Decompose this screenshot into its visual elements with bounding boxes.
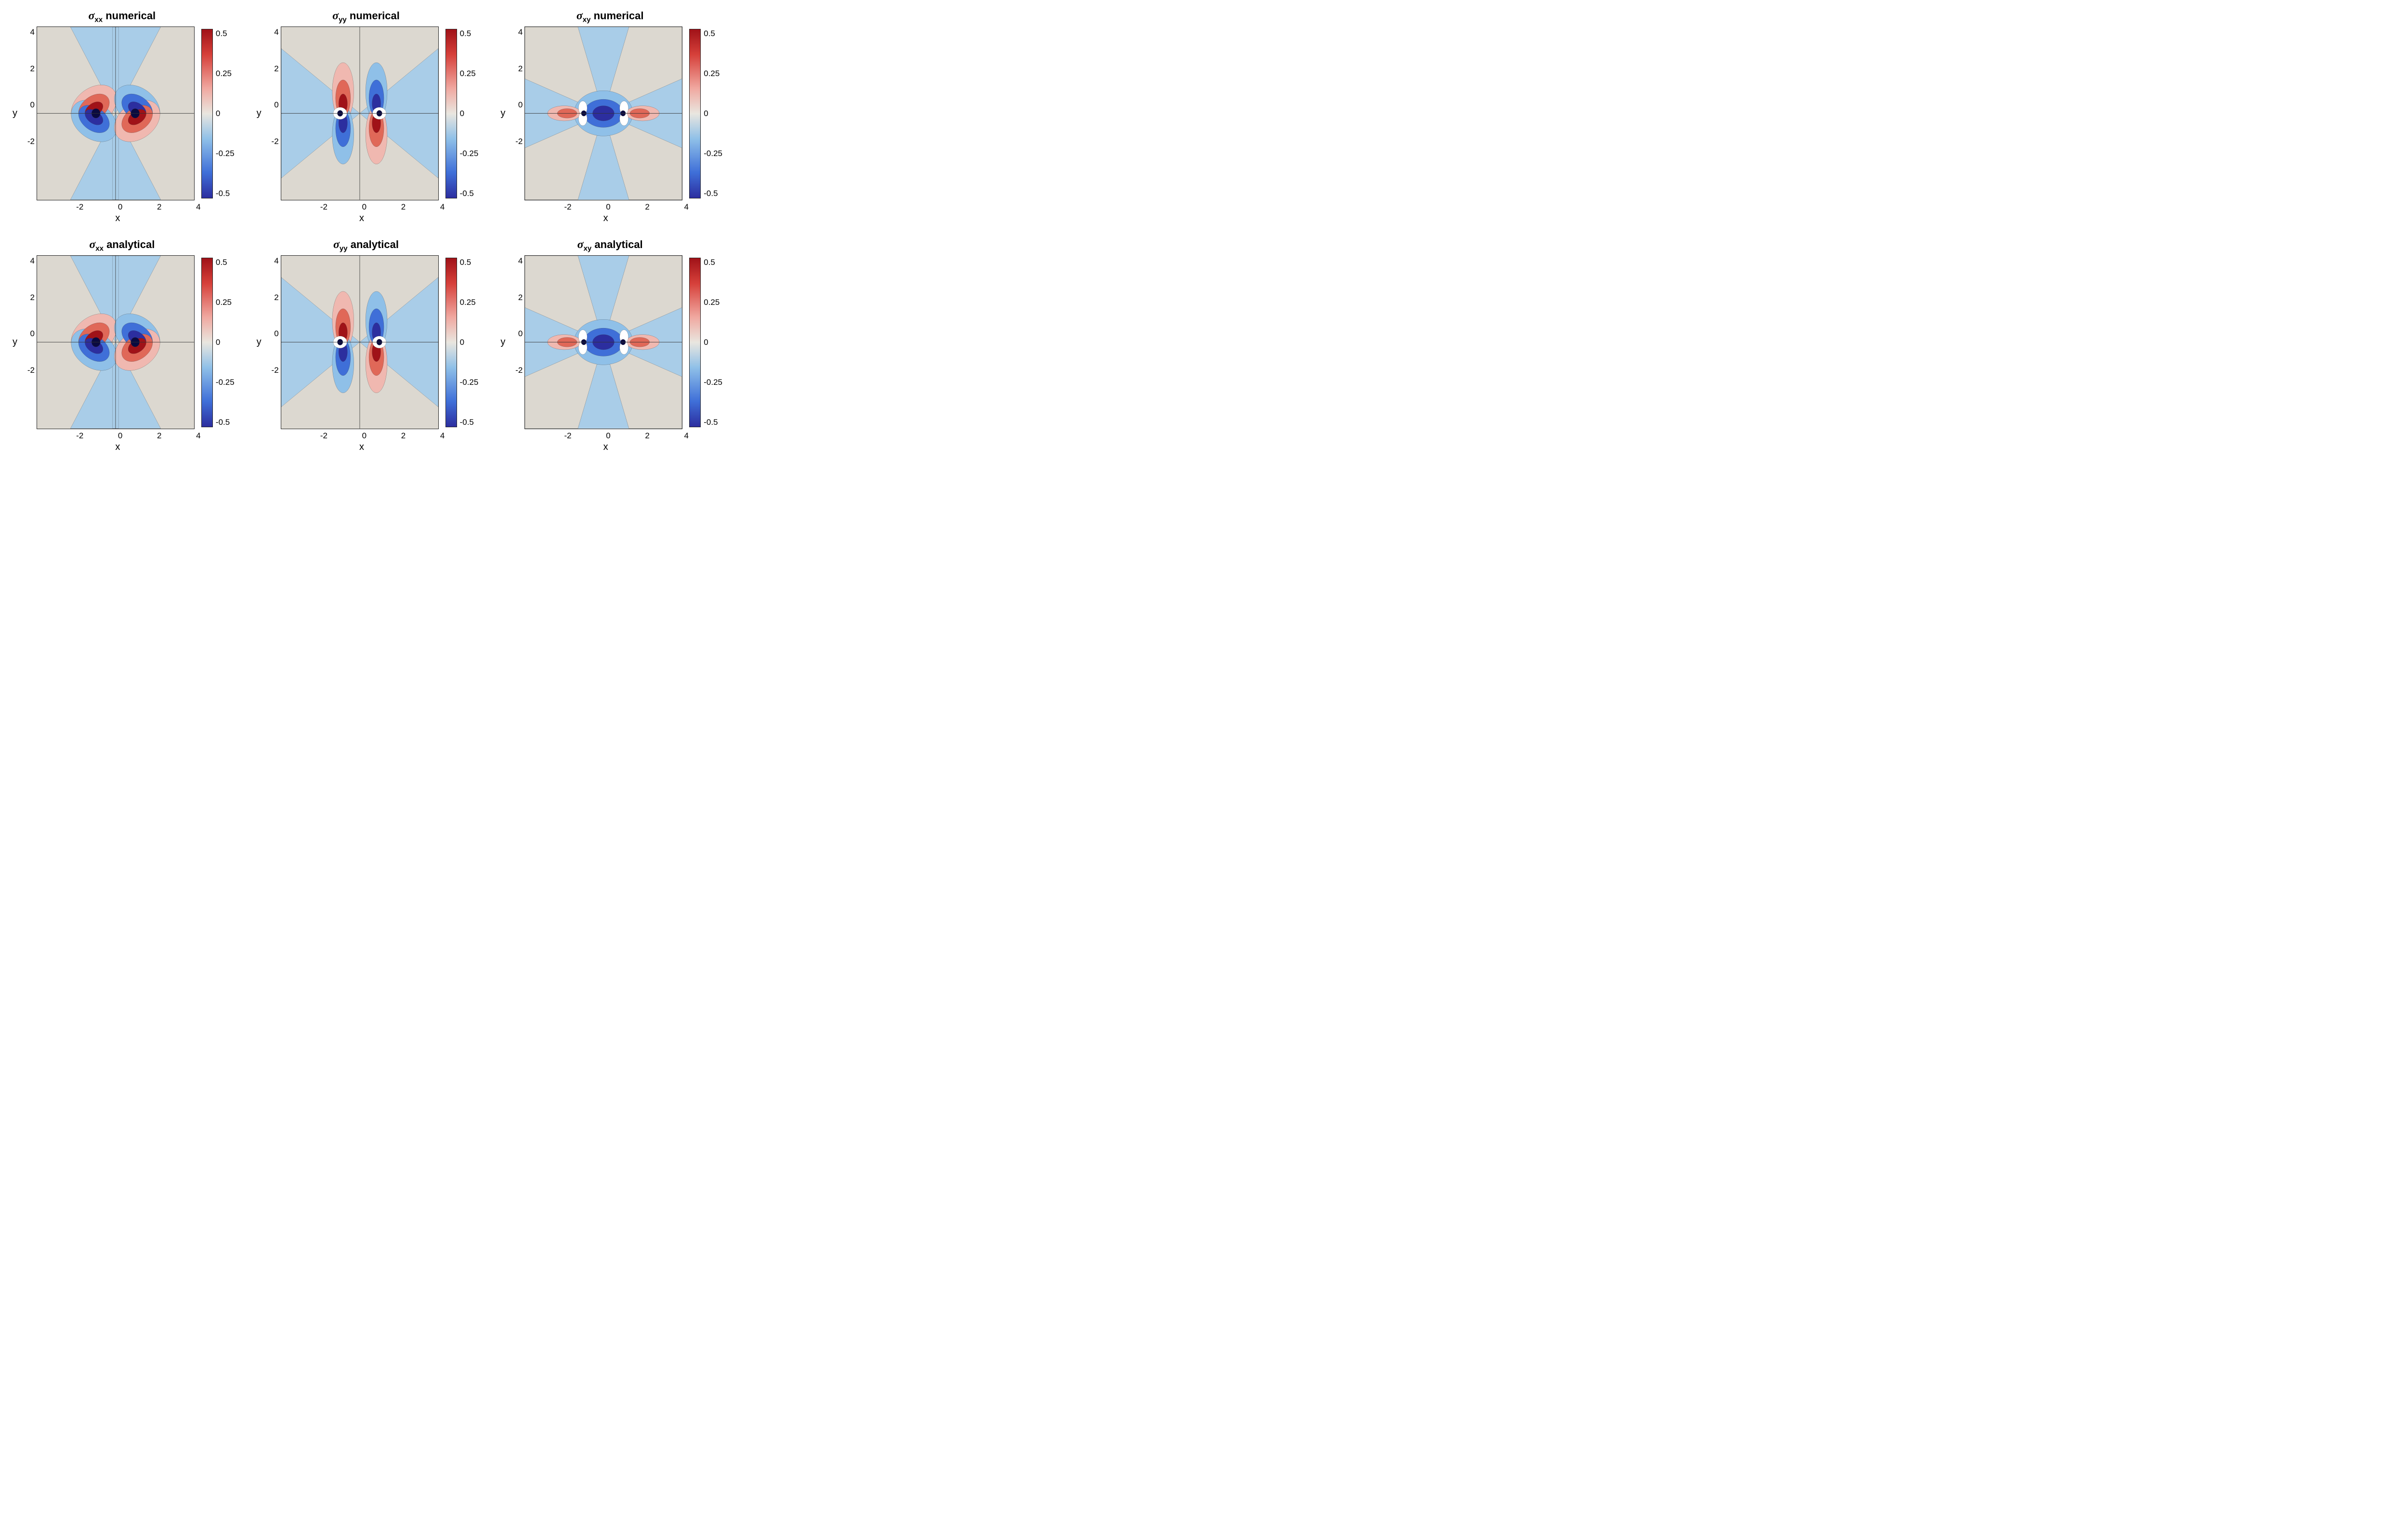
y-axis-ticks: 420-2: [20, 255, 37, 429]
panel-title: σxx analytical: [10, 238, 235, 252]
title-subscript: yy: [340, 244, 348, 252]
y-axis-ticks: 420-2: [264, 255, 281, 429]
plot-area: [281, 255, 439, 429]
title-kind: numerical: [350, 10, 400, 22]
y-axis-label: y: [254, 26, 264, 200]
y-axis-ticks: 420-2: [20, 26, 37, 200]
title-kind: numerical: [594, 10, 644, 22]
panel-xy-numerical: σxy numerical y420-2 0.50.250-0.25-0.5 -202…: [497, 10, 722, 224]
x-axis-ticks: -2024: [523, 200, 722, 212]
panel-title: σxy analytical: [497, 238, 722, 252]
title-subscript: yy: [339, 15, 347, 24]
panel-title: σxy numerical: [497, 10, 722, 24]
y-axis-ticks: 420-2: [264, 26, 281, 200]
title-kind: numerical: [105, 10, 156, 22]
colorbar-ticks: 0.50.250-0.25-0.5: [213, 258, 235, 427]
colorbar: 0.50.250-0.25-0.5: [689, 26, 722, 200]
x-axis-label: x: [523, 441, 722, 453]
figure-grid: σxx numericaly420-20.50.250-0.25-0.5-202…: [10, 10, 722, 453]
plot-area: [524, 26, 682, 200]
x-axis-ticks: -2024: [523, 429, 722, 441]
y-axis-label: y: [10, 26, 20, 200]
plot-area: [524, 255, 682, 429]
colorbar: 0.50.250-0.25-0.5: [689, 255, 722, 429]
panel-xx-numerical: σxx numerical y420-2 0.50.250-0.25-0.5 -202…: [10, 10, 235, 224]
colorbar: 0.50.250-0.25-0.5: [445, 26, 479, 200]
y-axis-label: y: [497, 26, 508, 200]
plot-area: [281, 26, 439, 200]
colorbar-ticks: 0.50.250-0.25-0.5: [457, 258, 479, 427]
x-axis-ticks: -2024: [35, 200, 235, 212]
colorbar-ticks: 0.50.250-0.25-0.5: [701, 29, 722, 198]
panel-xy-analytical: σxy analytical y420-2 0.50.250-0.25-0.5 -20…: [497, 238, 722, 453]
y-axis-label: y: [10, 255, 20, 429]
panel-yy-analytical: σyy analytical y420-2 0.50.250-0.25-0.5 -20…: [254, 238, 479, 453]
colorbar-ticks: 0.50.250-0.25-0.5: [701, 258, 722, 427]
plot-area: [37, 26, 195, 200]
y-axis-label: y: [497, 255, 508, 429]
colorbar: 0.50.250-0.25-0.5: [445, 255, 479, 429]
y-axis-ticks: 420-2: [508, 26, 524, 200]
panel-title: σxx numerical: [10, 10, 235, 24]
title-subscript: xx: [95, 244, 104, 252]
title-kind: analytical: [594, 238, 642, 250]
x-axis-label: x: [35, 441, 235, 453]
title-subscript: xx: [94, 15, 103, 24]
x-axis-label: x: [35, 212, 235, 224]
x-axis-label: x: [279, 212, 479, 224]
y-axis-label: y: [254, 255, 264, 429]
title-kind: analytical: [351, 238, 399, 250]
colorbar-ticks: 0.50.250-0.25-0.5: [213, 29, 235, 198]
colorbar: 0.50.250-0.25-0.5: [201, 26, 235, 200]
x-axis-ticks: -2024: [279, 429, 479, 441]
panel-title: σyy numerical: [254, 10, 479, 24]
x-axis-label: x: [279, 441, 479, 453]
title-subscript: xy: [584, 244, 592, 252]
panel-xx-analytical: σxx analytical y420-2 0.50.250-0.25-0.5 -20…: [10, 238, 235, 453]
x-axis-ticks: -2024: [279, 200, 479, 212]
y-axis-ticks: 420-2: [508, 255, 524, 429]
plot-area: [37, 255, 195, 429]
colorbar-ticks: 0.50.250-0.25-0.5: [457, 29, 479, 198]
colorbar: 0.50.250-0.25-0.5: [201, 255, 235, 429]
title-subscript: xy: [583, 15, 591, 24]
title-kind: analytical: [106, 238, 155, 250]
panel-title: σyy analytical: [254, 238, 479, 252]
x-axis-label: x: [523, 212, 722, 224]
panel-yy-numerical: σyy numerical y420-2 0.50.250-0.25-0.5 -202…: [254, 10, 479, 224]
x-axis-ticks: -2024: [35, 429, 235, 441]
